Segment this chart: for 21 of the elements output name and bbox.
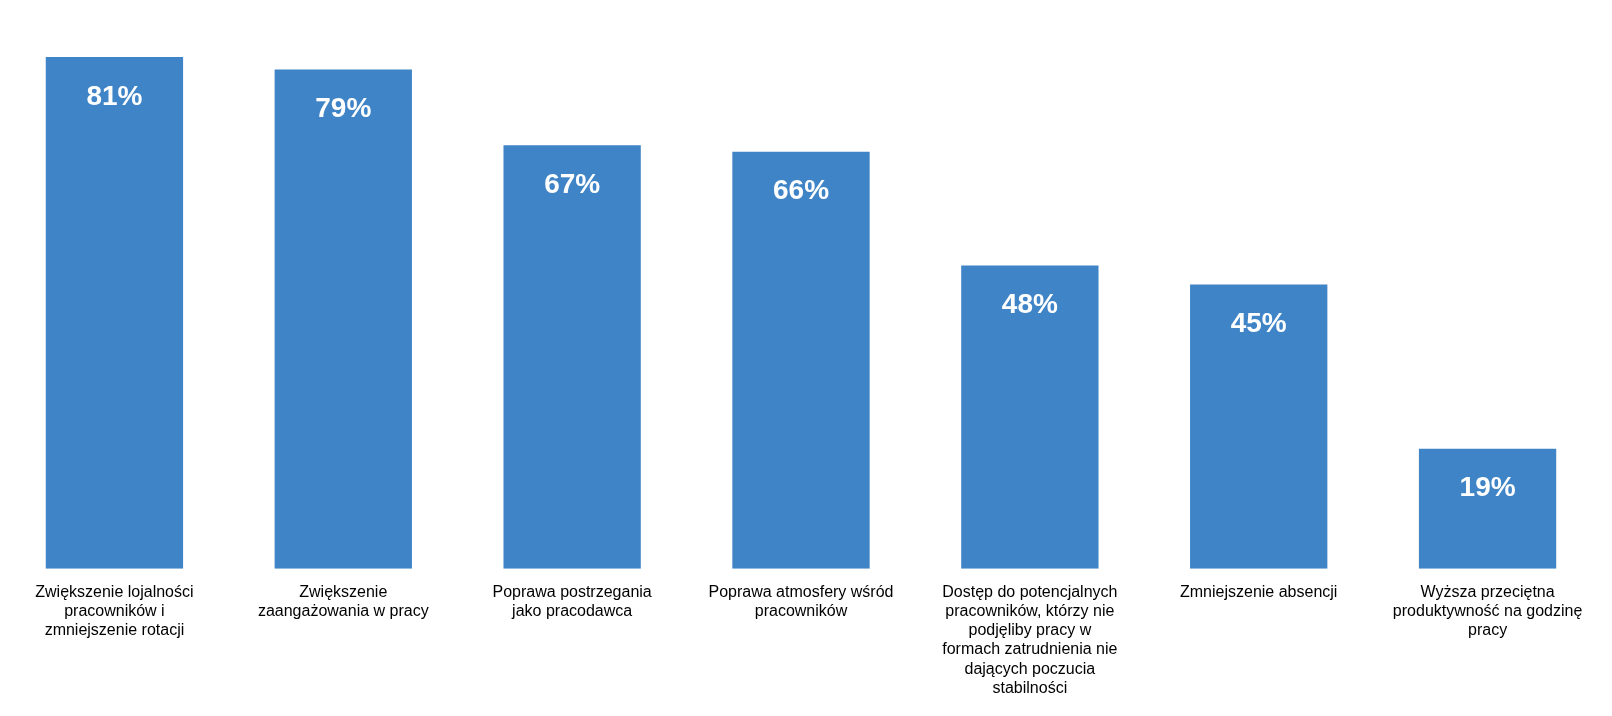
data-label: 48% [1001,288,1058,320]
bar [45,56,184,569]
x-tick-label: Poprawa postrzegania jako pracodawca [492,582,652,620]
x-tick-label: Poprawa atmosfery wśród pracowników [708,582,894,620]
bar [732,151,870,569]
data-label: 67% [544,168,601,200]
data-label: 79% [315,92,372,124]
bar [274,69,412,569]
bar [1190,284,1328,569]
x-tick-label: Dostęp do potencjalnych pracowników, którzy nie podjęliby pracy w formach zatrudnienia nie dających poczucia stabilności [942,582,1118,696]
x-tick-label: Zwiększenie lojalności pracowników i zmniejszenie rotacji [35,582,194,639]
x-tick-label: Wyższa przeciętna produktywność na godzinę pracy [1392,582,1583,639]
data-label: 81% [86,79,143,111]
bar [1418,448,1557,569]
x-tick-label: Zwiększenie zaangażowania w pracy [257,582,429,620]
data-label: 66% [772,174,830,206]
data-label: 45% [1230,307,1287,339]
bar [503,145,641,569]
x-tick-label: Zmniejszenie absencji [1180,582,1338,600]
bar [961,265,1099,569]
data-label: 19% [1459,471,1516,503]
